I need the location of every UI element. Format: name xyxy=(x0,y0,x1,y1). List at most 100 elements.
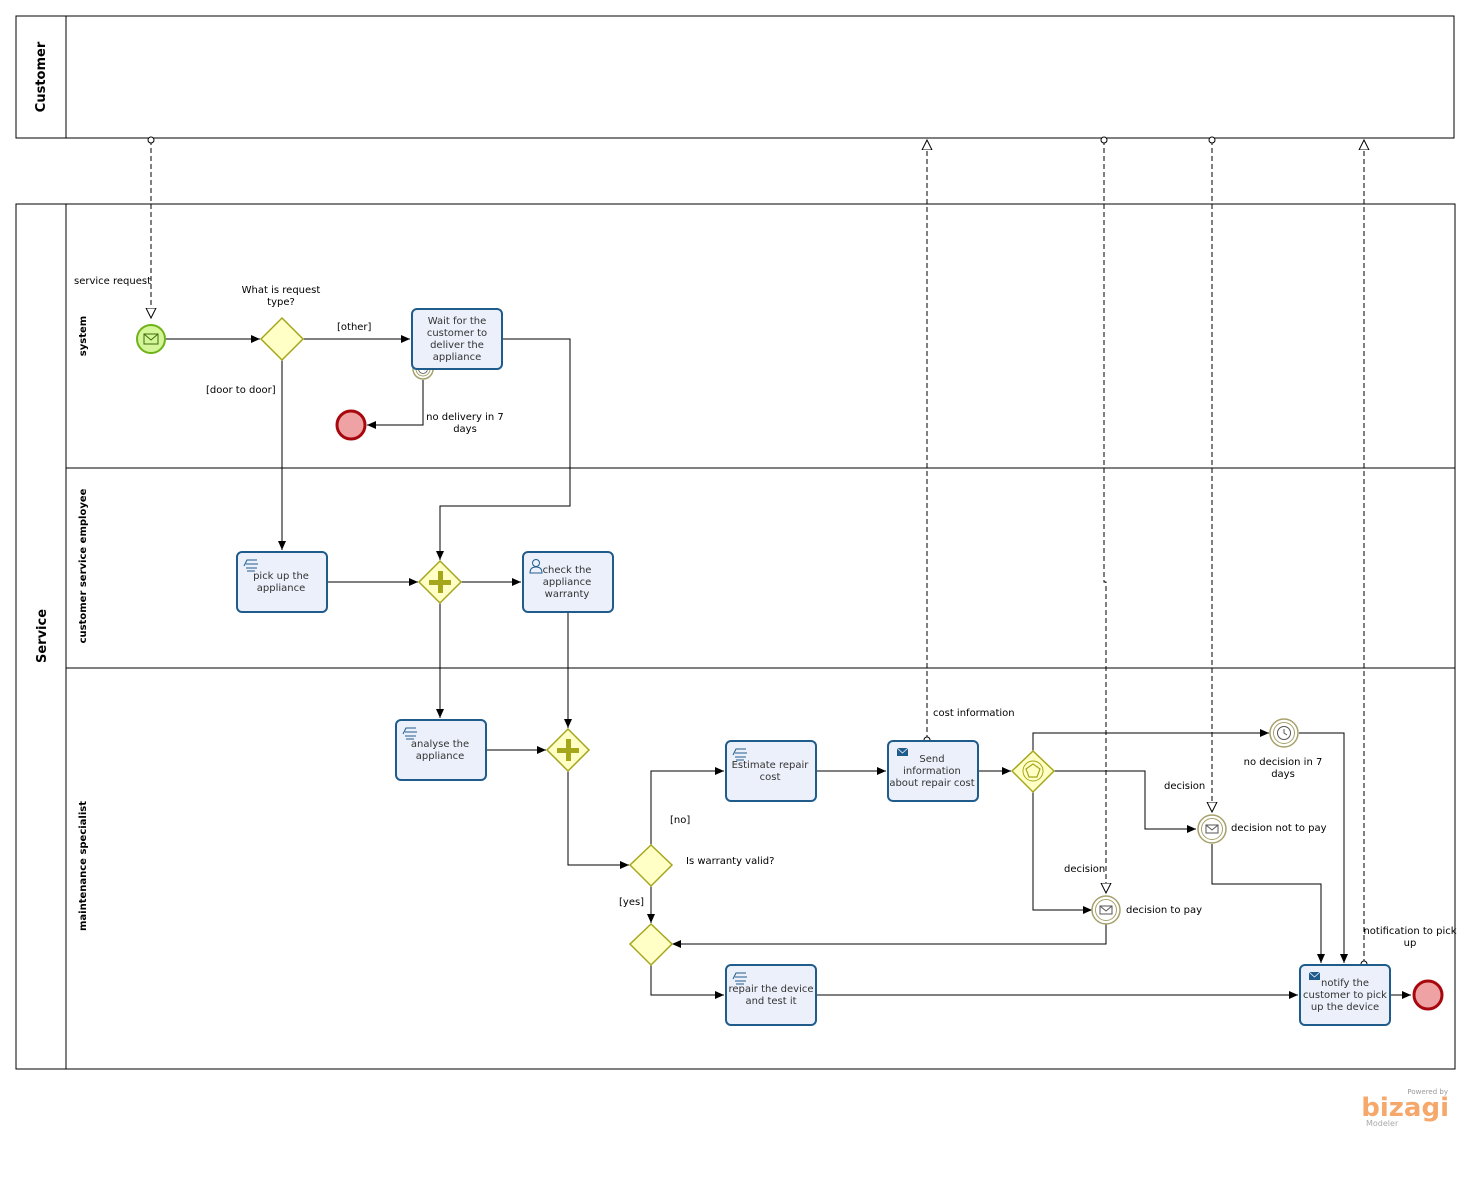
pentagon-icon xyxy=(1025,763,1041,778)
flow-eg-to-timer[interactable] xyxy=(1032,729,1269,751)
task-text: appliance xyxy=(257,583,306,594)
start-event-label: service request xyxy=(74,276,151,287)
task-send-repair-cost[interactable]: Send information about repair cost xyxy=(887,740,979,802)
message-label-decision-2: decision xyxy=(1064,864,1105,875)
flow-label-no: [no] xyxy=(670,815,690,826)
lane-label-maintenance-specialist: maintenance specialist xyxy=(78,801,89,931)
warranty-label: Is warranty valid? xyxy=(686,856,774,867)
end-event-no-delivery[interactable] xyxy=(335,409,367,441)
task-text: warranty xyxy=(545,589,590,600)
message-label-decision-1: decision xyxy=(1164,781,1205,792)
no-decision-label-2: days xyxy=(1271,769,1295,780)
task-text: and test it xyxy=(745,996,796,1007)
task-notify-customer[interactable]: notify the customer to pick up the devic… xyxy=(1299,964,1391,1026)
send-envelope-icon xyxy=(1308,971,1321,980)
task-analyse-appliance[interactable]: analyse the appliance xyxy=(395,719,487,781)
clock-icon xyxy=(1277,726,1291,740)
manual-task-icon xyxy=(243,559,258,572)
envelope-icon xyxy=(1099,905,1113,915)
bizagi-watermark: Powered by bizagi Modeler xyxy=(1361,1088,1449,1128)
manual-task-icon xyxy=(732,748,747,761)
request-type-label-1: What is request xyxy=(242,285,321,296)
envelope-icon xyxy=(143,333,159,345)
message-label-cost: cost information xyxy=(933,708,1015,719)
send-envelope-icon xyxy=(896,747,909,756)
sequence-flows xyxy=(166,335,1411,999)
lane-label-system: system xyxy=(78,316,89,356)
task-pick-up-appliance[interactable]: pick up the appliance xyxy=(236,551,328,613)
task-text: Wait for the xyxy=(428,316,487,327)
powered-by-text: Powered by xyxy=(1407,1088,1448,1096)
task-repair-device[interactable]: repair the device and test it xyxy=(725,964,817,1026)
task-text: about repair cost xyxy=(889,778,974,789)
service-pool-label: Service xyxy=(35,609,50,663)
task-text: Send xyxy=(919,754,944,765)
message-event-pay[interactable] xyxy=(1091,895,1121,925)
manual-task-icon xyxy=(402,727,417,740)
manual-task-icon xyxy=(732,972,747,985)
plus-icon xyxy=(429,571,451,593)
service-pool: Service system customer service employee… xyxy=(15,203,1456,1070)
task-check-warranty[interactable]: check the appliance warranty xyxy=(522,551,614,613)
request-type-label-2: type? xyxy=(267,297,295,308)
no-delivery-label-2: days xyxy=(453,424,477,435)
flow-merge-to-repair[interactable] xyxy=(650,965,724,999)
task-text: cost xyxy=(760,772,781,783)
plus-icon xyxy=(557,739,579,761)
no-decision-label-1: no decision in 7 xyxy=(1244,757,1323,768)
flow-not-pay-to-notify[interactable] xyxy=(1211,844,1325,963)
not-pay-label: decision not to pay xyxy=(1231,823,1327,834)
start-event[interactable] xyxy=(136,324,166,354)
exclusive-gateway-merge[interactable] xyxy=(628,922,674,967)
flow-no-to-estimate[interactable] xyxy=(650,767,724,845)
task-wait-for-delivery[interactable]: Wait for the customer to deliver the app… xyxy=(411,308,503,370)
task-text: notify the xyxy=(1321,978,1369,989)
task-text: analyse the xyxy=(411,739,469,750)
flow-no-delivery[interactable] xyxy=(367,380,424,429)
message-flow-decision-to-pay[interactable] xyxy=(1104,140,1106,893)
parallel-gateway-join[interactable] xyxy=(545,727,591,773)
exclusive-gateway-warranty[interactable] xyxy=(628,843,674,888)
task-text: customer to pick xyxy=(1303,990,1387,1001)
pay-label: decision to pay xyxy=(1126,905,1202,916)
message-flows xyxy=(151,140,1364,964)
task-text: appliance xyxy=(433,352,482,363)
message-event-not-pay[interactable] xyxy=(1197,814,1227,844)
flow-label-door-to-door: [door to door] xyxy=(206,385,276,396)
task-text: check the xyxy=(543,565,592,576)
flow-label-other: [other] xyxy=(337,322,372,333)
task-text: Estimate repair xyxy=(732,760,810,771)
modeler-text: Modeler xyxy=(1366,1119,1399,1128)
flow-pay-to-merge[interactable] xyxy=(672,924,1107,948)
bizagi-logo-text: bizagi xyxy=(1361,1093,1449,1123)
task-estimate-repair-cost[interactable]: Estimate repair cost xyxy=(725,740,817,802)
task-text: appliance xyxy=(543,577,592,588)
flow-wait-to-parallel[interactable] xyxy=(436,338,571,560)
task-text: repair the device xyxy=(728,984,813,995)
message-label-notification-1: notification to pick xyxy=(1363,926,1456,937)
task-text: appliance xyxy=(416,751,465,762)
timer-no-decision-event[interactable] xyxy=(1269,718,1299,748)
envelope-icon xyxy=(1205,824,1219,834)
exclusive-gateway-request-type[interactable] xyxy=(259,316,305,362)
flow-eg-to-not-pay[interactable] xyxy=(1054,770,1196,833)
task-text: pick up the xyxy=(253,571,309,582)
task-text: customer to xyxy=(427,328,487,339)
customer-pool: Customer xyxy=(15,15,1455,139)
end-event-final[interactable] xyxy=(1412,979,1444,1011)
event-based-gateway[interactable] xyxy=(1010,749,1056,794)
flow-timer-to-notify[interactable] xyxy=(1299,732,1348,963)
flow-eg-to-pay[interactable] xyxy=(1032,792,1092,914)
user-task-icon xyxy=(529,559,543,574)
lane-label-customer-service-employee: customer service employee xyxy=(78,488,89,643)
flow-join-to-warranty[interactable] xyxy=(567,771,629,869)
no-delivery-label-1: no delivery in 7 xyxy=(426,412,504,423)
flow-label-yes: [yes] xyxy=(619,897,644,908)
task-text: information xyxy=(903,766,961,777)
task-text: deliver the xyxy=(430,340,484,351)
parallel-gateway-split[interactable] xyxy=(417,559,463,605)
message-label-notification-2: up xyxy=(1404,938,1417,949)
customer-pool-label: Customer xyxy=(34,41,49,112)
task-text: up the device xyxy=(1311,1002,1379,1013)
